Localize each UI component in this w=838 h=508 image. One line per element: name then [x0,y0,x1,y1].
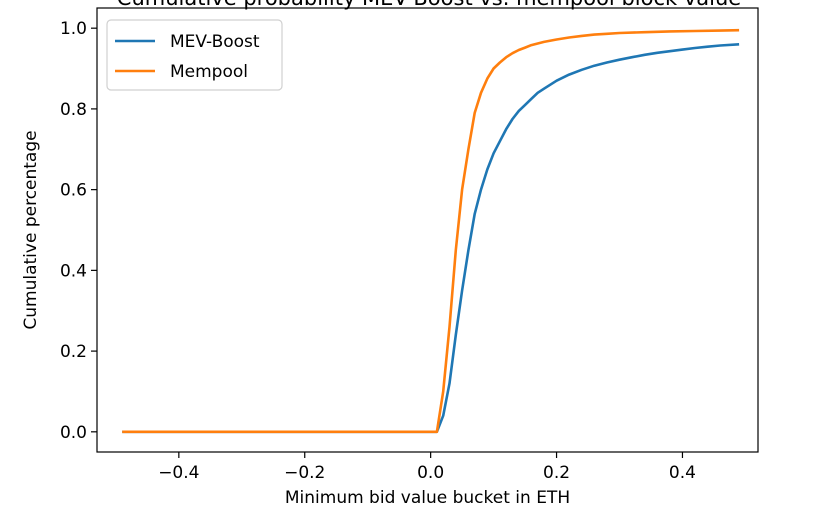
y-tick-label: 0.4 [60,261,87,281]
y-tick-label: 1.0 [60,19,87,39]
series-line-2 [122,28,740,434]
series-layer [122,28,740,434]
x-axis: −0.4 −0.2 0.0 0.2 0.4 [158,452,696,483]
y-axis-label: Cumulative percentage [21,130,41,329]
x-tick-label: −0.2 [284,463,325,483]
x-axis-label: Minimum bid value bucket in ETH [285,488,570,508]
legend-label-2: Mempool [170,62,248,82]
chart-title: Cumulative probability MEV-Boost vs. mem… [0,0,838,10]
x-tick-label: −0.4 [158,463,199,483]
x-tick-label: 0.0 [417,463,444,483]
legend-label-1: MEV-Boost [170,32,260,52]
y-tick-label: 0.8 [60,100,87,120]
x-tick-label: 0.4 [669,463,696,483]
legend-box [106,19,283,91]
y-tick-label: 0.0 [60,423,87,443]
x-tick-label: 0.2 [543,463,570,483]
y-tick-label: 0.6 [60,181,87,201]
plot-area-frame [96,7,759,453]
series-line-1 [122,43,740,434]
y-axis: 0.0 0.2 0.4 0.6 0.8 1.0 [60,19,97,443]
y-tick-label: 0.2 [60,342,87,362]
legend: MEV-Boost Mempool [106,19,283,91]
